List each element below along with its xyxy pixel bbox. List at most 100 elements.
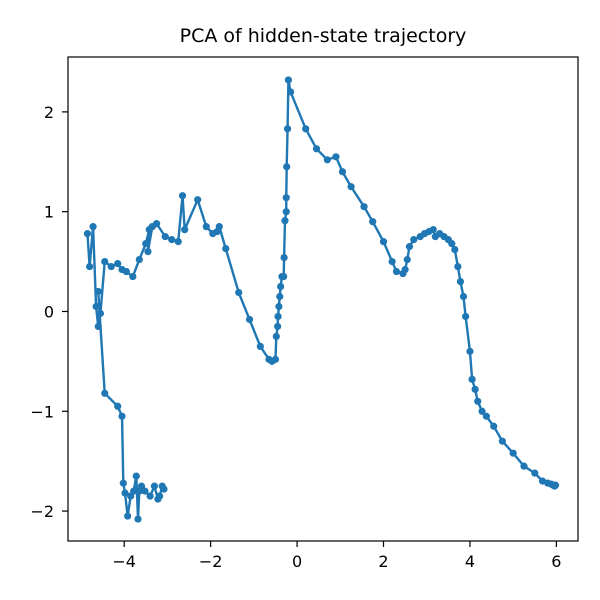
data-point bbox=[256, 342, 264, 351]
x-tick-label: −4 bbox=[112, 552, 136, 571]
data-point bbox=[281, 217, 289, 225]
data-point bbox=[347, 183, 355, 191]
data-point bbox=[280, 253, 288, 262]
data-point bbox=[388, 257, 396, 266]
data-point bbox=[338, 168, 347, 176]
data-point bbox=[194, 196, 202, 204]
data-point bbox=[94, 287, 102, 296]
data-point bbox=[392, 267, 401, 276]
data-point bbox=[222, 245, 230, 253]
data-point bbox=[144, 247, 152, 256]
data-point bbox=[174, 238, 182, 246]
plot-area bbox=[83, 76, 560, 523]
data-point bbox=[474, 397, 482, 405]
chart-title: PCA of hidden-state trajectory bbox=[180, 25, 467, 47]
x-tick-label: 2 bbox=[378, 552, 388, 571]
data-point bbox=[448, 240, 456, 248]
data-point bbox=[531, 469, 539, 477]
data-point bbox=[369, 218, 377, 226]
data-point bbox=[509, 449, 517, 457]
data-point bbox=[551, 481, 560, 489]
data-point bbox=[274, 322, 282, 331]
data-point bbox=[160, 485, 168, 493]
data-point bbox=[462, 312, 470, 321]
data-point bbox=[119, 479, 127, 487]
axes: −4 −2 0 2 4 6 −2 −1 0 1 2 bbox=[30, 56, 579, 571]
y-tick-label: −1 bbox=[30, 402, 54, 421]
data-point bbox=[156, 492, 164, 500]
data-point bbox=[130, 487, 138, 495]
data-point bbox=[283, 125, 292, 133]
data-point bbox=[202, 223, 210, 231]
data-point bbox=[284, 76, 293, 84]
data-point bbox=[282, 208, 290, 216]
data-point bbox=[379, 238, 388, 246]
data-point bbox=[272, 332, 280, 341]
data-point bbox=[146, 492, 154, 500]
data-point bbox=[181, 226, 189, 234]
data-point bbox=[83, 230, 92, 238]
data-point bbox=[456, 277, 465, 286]
data-point bbox=[478, 407, 486, 415]
data-point bbox=[271, 355, 280, 363]
y-tick-label: 1 bbox=[44, 203, 54, 222]
data-point bbox=[403, 255, 411, 264]
data-point bbox=[89, 223, 97, 231]
data-point bbox=[490, 422, 498, 430]
data-point bbox=[142, 240, 150, 248]
data-point bbox=[323, 156, 331, 164]
x-tick-label: 6 bbox=[551, 552, 561, 571]
data-point bbox=[153, 220, 161, 228]
data-point bbox=[482, 412, 490, 420]
y-tick-label: 0 bbox=[44, 302, 54, 321]
data-point bbox=[161, 233, 169, 241]
y-tick-label: −2 bbox=[30, 502, 54, 521]
data-point bbox=[86, 262, 94, 271]
data-point bbox=[286, 88, 295, 96]
data-point bbox=[401, 265, 409, 274]
plot-frame bbox=[67, 56, 579, 542]
data-point bbox=[276, 292, 284, 301]
data-point bbox=[466, 347, 474, 355]
data-point bbox=[277, 282, 285, 291]
data-point bbox=[168, 236, 176, 244]
data-point bbox=[410, 236, 418, 244]
data-point bbox=[132, 472, 140, 480]
data-point bbox=[283, 163, 291, 171]
data-point bbox=[471, 385, 479, 393]
data-point bbox=[122, 267, 130, 276]
x-tick-label: 4 bbox=[465, 552, 475, 571]
x-tick-label: −2 bbox=[199, 552, 223, 571]
data-point bbox=[459, 292, 468, 301]
data-point bbox=[520, 462, 528, 470]
data-point bbox=[124, 512, 132, 520]
data-point bbox=[141, 487, 149, 495]
data-point bbox=[468, 375, 476, 383]
data-point bbox=[312, 145, 321, 153]
x-tick-label: 0 bbox=[292, 552, 302, 571]
data-point bbox=[498, 437, 506, 445]
data-point bbox=[121, 489, 129, 497]
y-tick-label: 2 bbox=[44, 103, 54, 122]
data-point bbox=[280, 272, 288, 281]
data-point bbox=[245, 315, 254, 324]
data-point bbox=[107, 262, 115, 271]
data-point bbox=[282, 194, 290, 202]
data-point bbox=[150, 482, 159, 490]
data-point bbox=[275, 302, 283, 311]
data-point bbox=[454, 262, 462, 271]
data-point bbox=[129, 272, 137, 281]
data-point bbox=[235, 288, 243, 297]
data-point bbox=[114, 259, 122, 268]
data-point bbox=[101, 389, 109, 397]
data-point bbox=[429, 226, 437, 234]
data-point bbox=[451, 246, 459, 254]
data-point bbox=[134, 515, 142, 523]
data-point bbox=[332, 153, 340, 161]
data-point bbox=[274, 312, 282, 321]
data-point bbox=[405, 243, 414, 251]
data-point bbox=[114, 402, 122, 410]
